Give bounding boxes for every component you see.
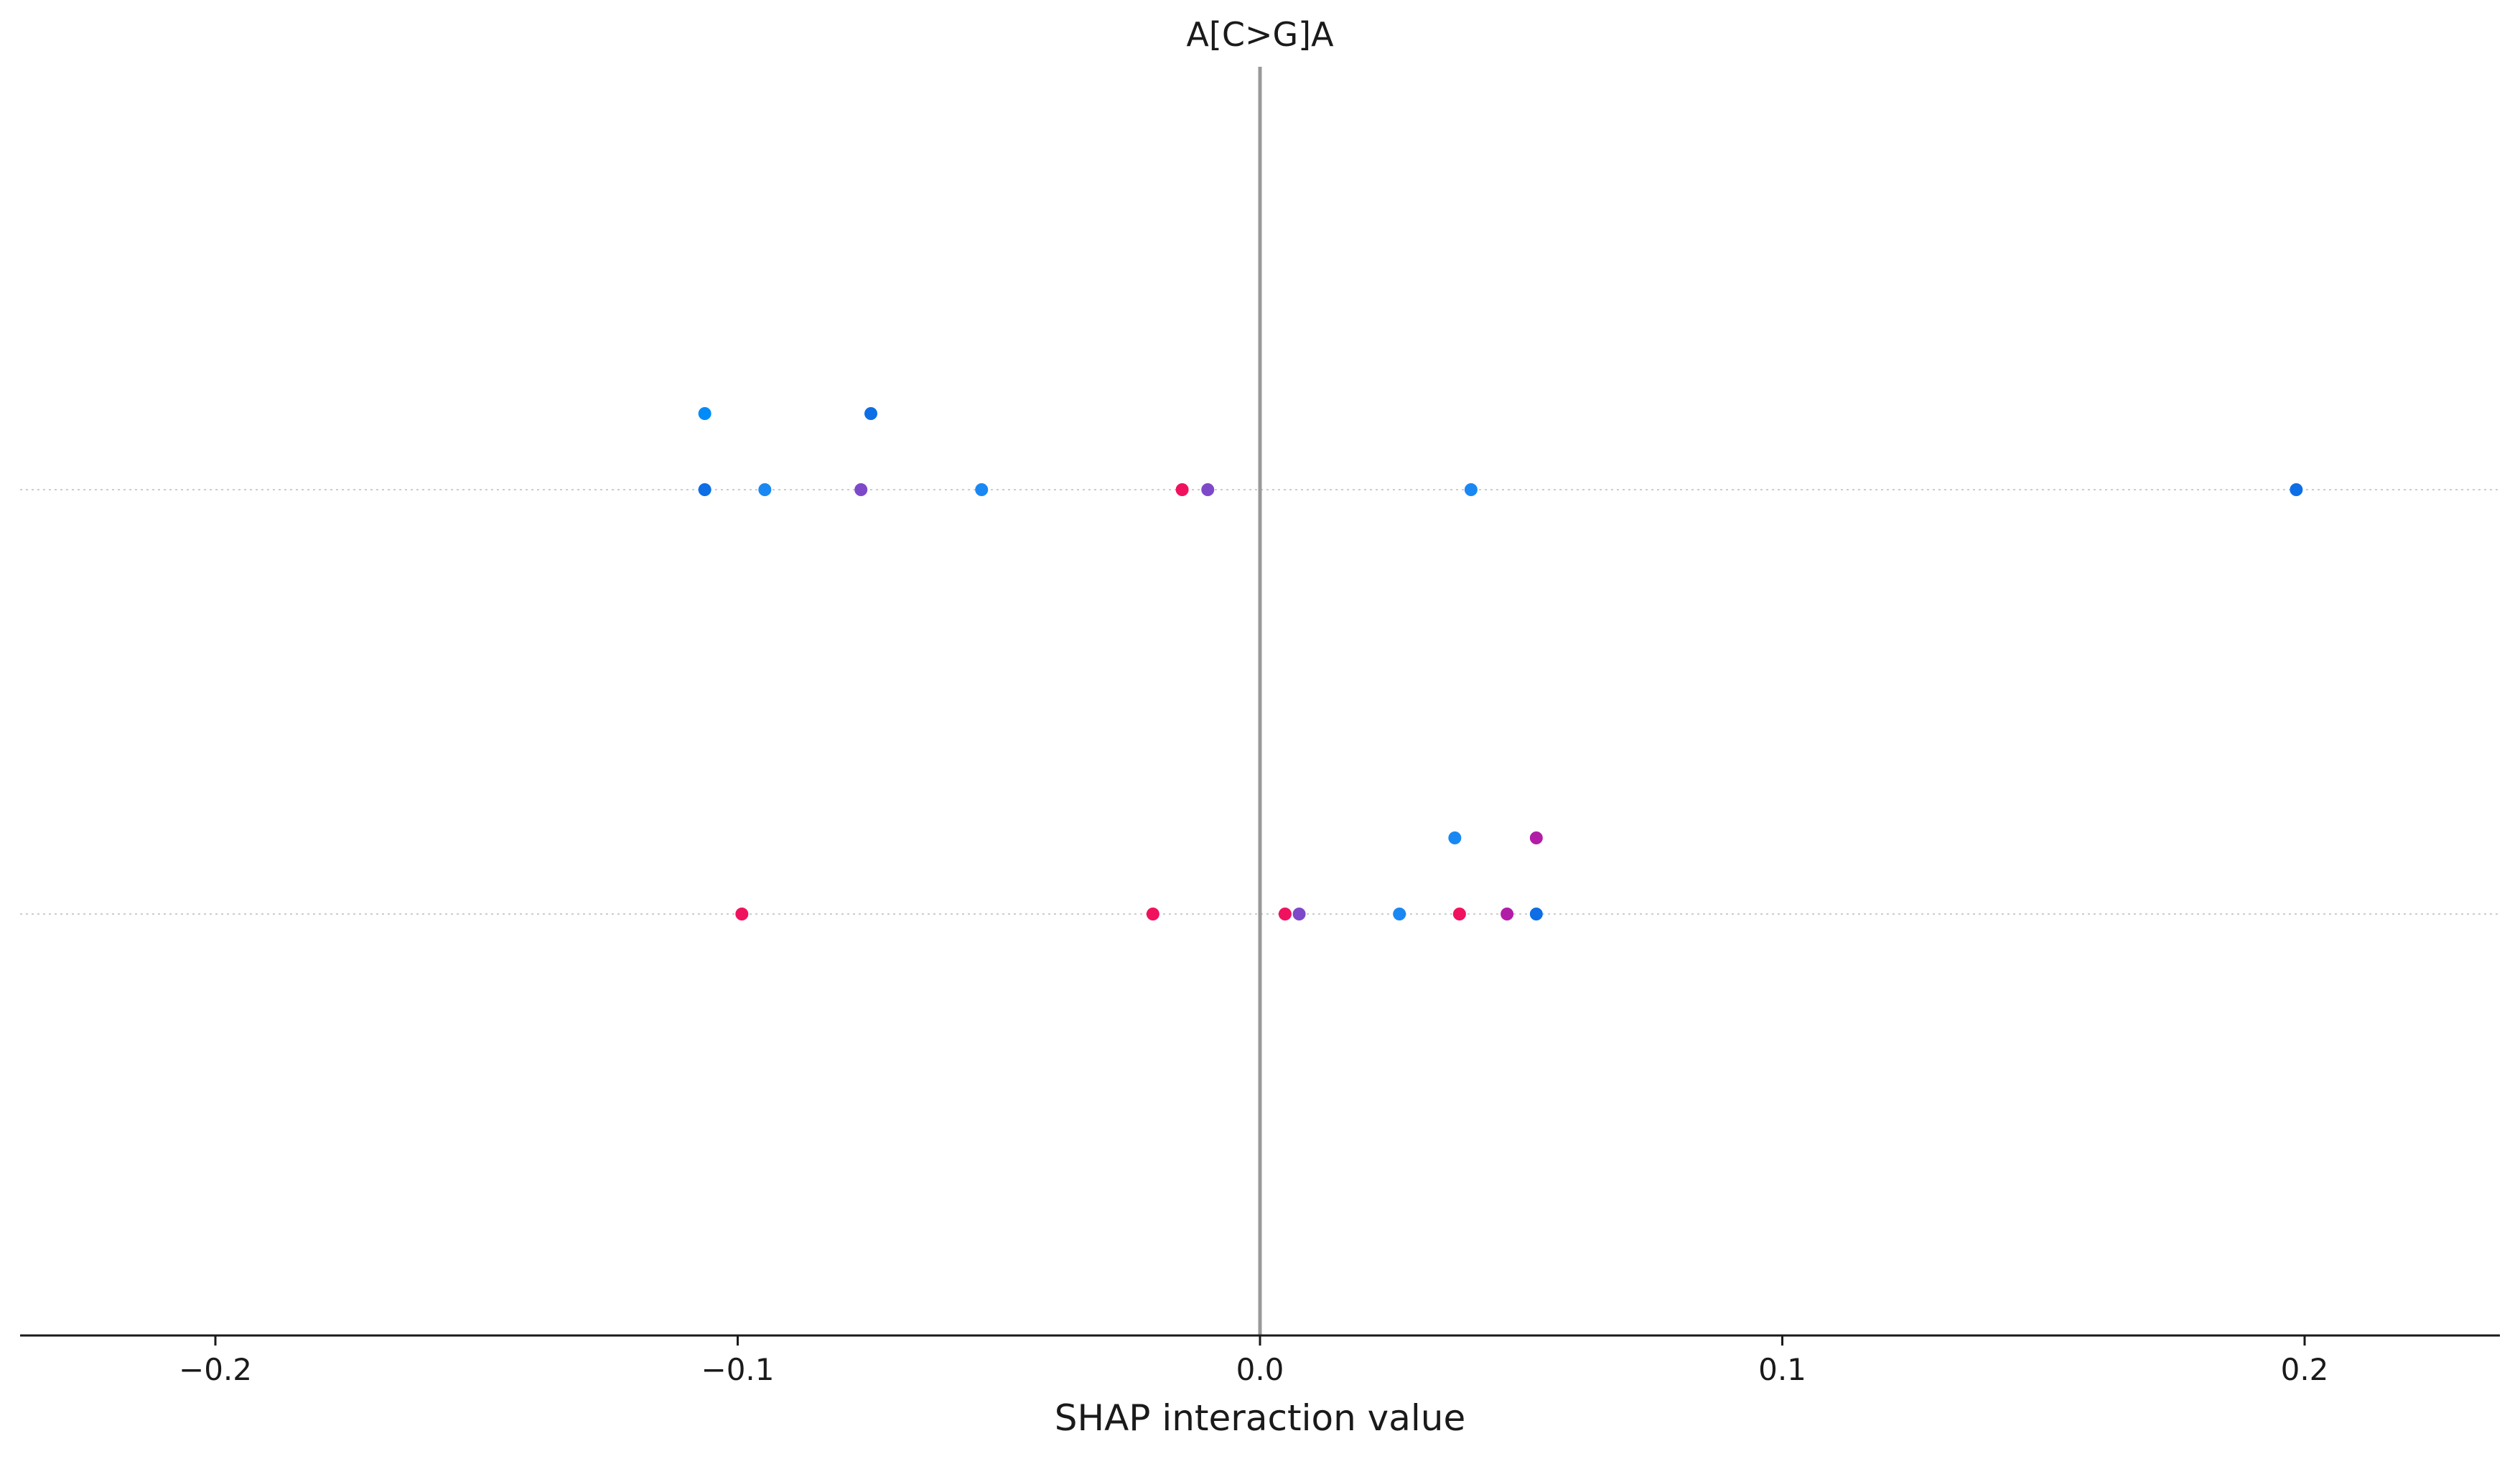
data-point: [1393, 908, 1406, 920]
data-point: [1464, 483, 1478, 496]
x-axis-ticks: −0.2 −0.1 0.0 0.1 0.2: [179, 1335, 2328, 1387]
data-point: [1175, 483, 1189, 496]
x-tick-label: 0.0: [1236, 1352, 1284, 1387]
data-point: [1452, 908, 1466, 920]
x-tick-label: −0.2: [179, 1352, 252, 1387]
data-point: [1292, 908, 1306, 920]
data-point: [758, 483, 772, 496]
data-point: [1201, 483, 1215, 496]
data-points: [698, 407, 2303, 920]
data-point: [854, 483, 868, 496]
data-point: [698, 483, 711, 496]
chart-title: A[C>G]A: [1186, 15, 1334, 54]
data-point: [1448, 831, 1462, 844]
x-tick-label: 0.2: [2281, 1352, 2329, 1387]
data-point: [1529, 908, 1543, 920]
data-point: [2290, 483, 2303, 496]
data-point: [975, 483, 989, 496]
data-point: [698, 407, 711, 420]
data-point: [1529, 831, 1543, 844]
x-tick-label: −0.1: [701, 1352, 775, 1387]
data-point: [1278, 908, 1292, 920]
data-point: [864, 407, 878, 420]
x-axis-label: SHAP interaction value: [1055, 1397, 1465, 1439]
data-point: [1146, 908, 1159, 920]
data-point: [735, 908, 749, 920]
x-tick-label: 0.1: [1758, 1352, 1806, 1387]
data-point: [1501, 908, 1514, 920]
